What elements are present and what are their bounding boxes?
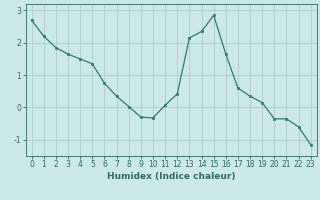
X-axis label: Humidex (Indice chaleur): Humidex (Indice chaleur) (107, 172, 236, 181)
